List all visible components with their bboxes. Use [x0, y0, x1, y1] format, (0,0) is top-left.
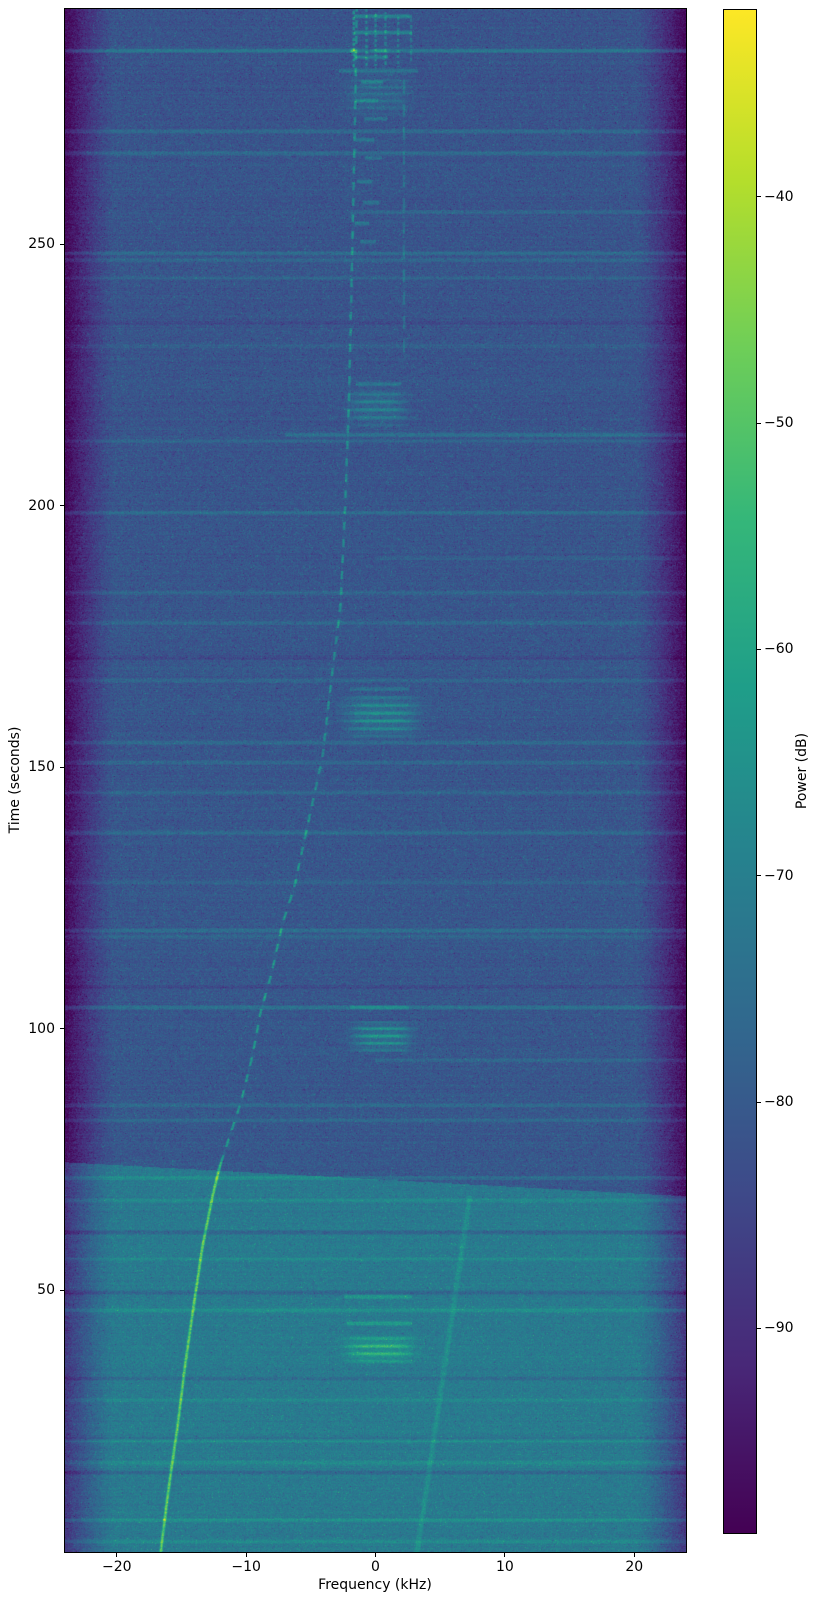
y-tick-mark	[60, 243, 64, 245]
colorbar-tick-label: −60	[764, 641, 794, 658]
colorbar-tick-label: −40	[764, 188, 794, 205]
x-tick-mark	[375, 1553, 376, 1557]
y-tick-mark	[60, 1028, 64, 1030]
colorbar-tick-mark	[757, 1327, 761, 1329]
colorbar-tick-label: −90	[764, 1320, 794, 1337]
y-tick-label: 250	[28, 236, 55, 253]
colorbar-tick-mark	[757, 196, 761, 198]
y-tick-mark	[60, 505, 64, 507]
x-tick-mark	[504, 1553, 506, 1557]
x-tick-mark	[633, 1553, 635, 1557]
x-tick-mark	[116, 1553, 118, 1557]
x-tick-label: −10	[231, 1559, 261, 1575]
x-axis-label: Frequency (kHz)	[318, 1577, 432, 1593]
y-axis-label: Time (seconds)	[7, 726, 23, 834]
colorbar-label: Power (dB)	[794, 732, 810, 810]
colorbar-tick-mark	[757, 422, 761, 424]
y-tick-label: 50	[37, 1282, 55, 1299]
y-tick-mark	[60, 766, 64, 768]
x-tick-label: 10	[495, 1559, 514, 1575]
x-tick-label: 20	[625, 1559, 644, 1575]
x-tick-mark	[245, 1553, 247, 1557]
y-tick-mark	[60, 1289, 64, 1291]
colorbar-tick-mark	[757, 648, 761, 650]
y-tick-label: 100	[28, 1020, 55, 1037]
x-tick-label: −20	[101, 1559, 132, 1575]
y-tick-label: 150	[28, 759, 55, 776]
spectrogram-canvas	[65, 9, 686, 1552]
colorbar-tick-mark	[757, 1101, 761, 1103]
colorbar-tick-label: −70	[764, 867, 794, 884]
colorbar	[723, 9, 757, 1534]
x-tick-label: 0	[371, 1559, 380, 1575]
colorbar-tick-label: −80	[764, 1094, 794, 1111]
colorbar-tick-mark	[757, 875, 761, 877]
y-tick-label: 200	[28, 497, 55, 514]
colorbar-tick-label: −50	[764, 415, 794, 432]
